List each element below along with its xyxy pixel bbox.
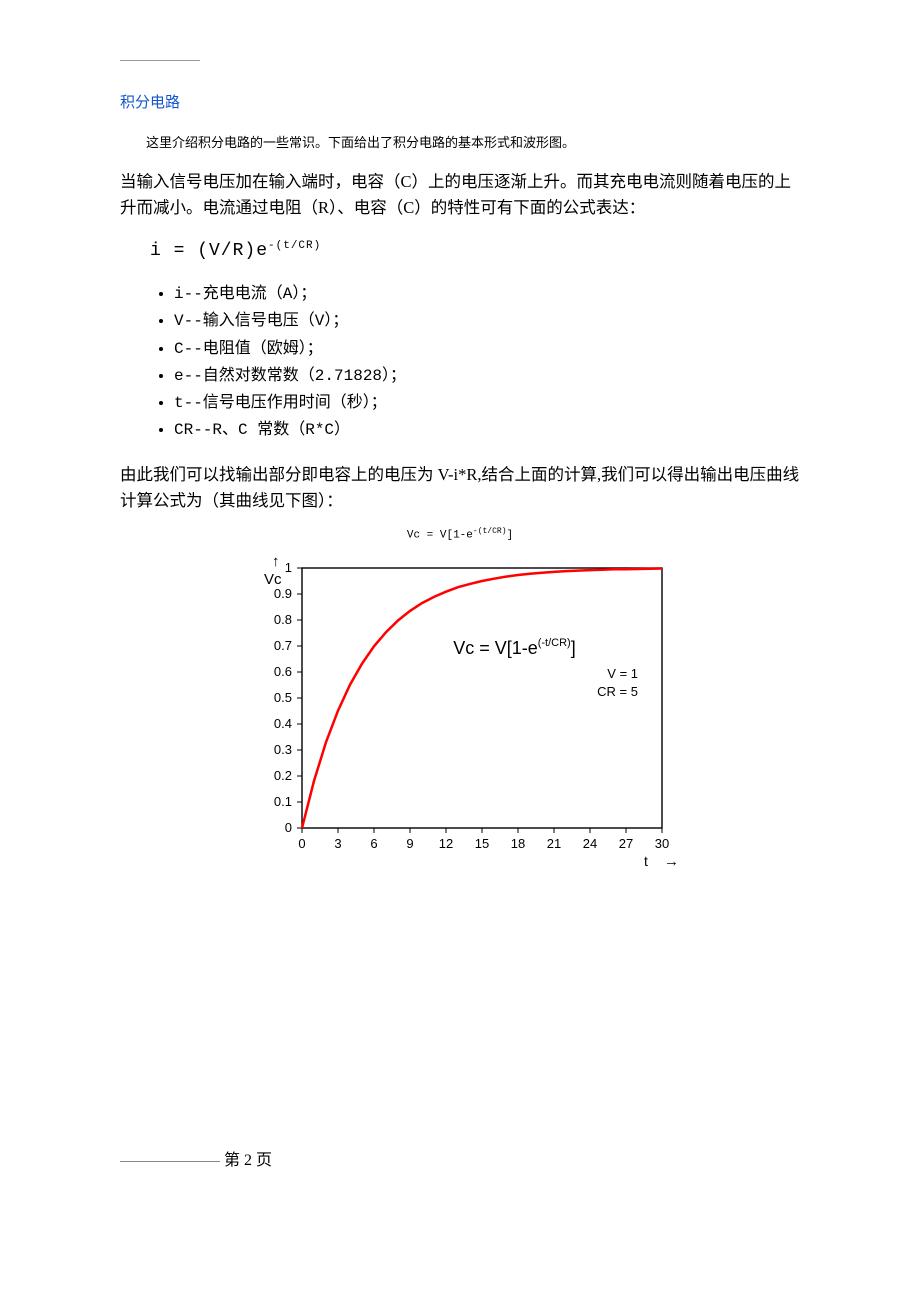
svg-text:Vc: Vc — [264, 571, 282, 588]
def-item: i--充电电流（A）； — [174, 281, 800, 308]
fig-caption-exp: -(t/CR) — [473, 527, 507, 536]
def-item: e--自然对数常数（2.71828）； — [174, 363, 800, 390]
svg-text:12: 12 — [439, 836, 453, 851]
svg-text:↑: ↑ — [272, 553, 280, 570]
def-item: CR--R、C 常数（R*C） — [174, 417, 800, 444]
svg-text:0.4: 0.4 — [274, 716, 292, 731]
svg-text:30: 30 — [655, 836, 669, 851]
intro-text: 这里介绍积分电路的一些常识。下面给出了积分电路的基本形式和波形图。 — [120, 132, 800, 151]
formula-1-main: i = (V/R)e — [150, 241, 268, 261]
svg-text:V = 1: V = 1 — [607, 666, 638, 681]
svg-text:0.3: 0.3 — [274, 742, 292, 757]
fig-caption-end: ] — [507, 530, 514, 542]
svg-text:0.9: 0.9 — [274, 586, 292, 601]
svg-text:0: 0 — [298, 836, 305, 851]
svg-text:3: 3 — [334, 836, 341, 851]
svg-text:0.1: 0.1 — [274, 794, 292, 809]
svg-text:t: t — [644, 853, 648, 869]
svg-text:0.2: 0.2 — [274, 768, 292, 783]
header-rule — [120, 60, 200, 61]
svg-text:Vc = V[1-e(-t/CR)]: Vc = V[1-e(-t/CR)] — [453, 637, 576, 658]
figure-caption: Vc = V[1-e-(t/CR)] — [120, 527, 800, 542]
def-item: t--信号电压作用时间（秒）； — [174, 390, 800, 417]
svg-text:1: 1 — [285, 560, 292, 575]
def-item: V--输入信号电压（V）； — [174, 308, 800, 335]
page-footer: 第 2 页 — [120, 1146, 272, 1170]
svg-text:0.8: 0.8 — [274, 612, 292, 627]
svg-text:CR = 5: CR = 5 — [597, 684, 638, 699]
svg-text:6: 6 — [370, 836, 377, 851]
svg-text:0.6: 0.6 — [274, 664, 292, 679]
fig-caption-main: Vc = V[1-e — [407, 530, 473, 542]
svg-text:9: 9 — [406, 836, 413, 851]
svg-text:0: 0 — [285, 820, 292, 835]
footer-label: 第 2 页 — [224, 1152, 272, 1169]
definitions-list: i--充电电流（A）； V--输入信号电压（V）； C--电阻值（欧姆）； e-… — [120, 281, 800, 444]
svg-text:0.5: 0.5 — [274, 690, 292, 705]
svg-text:0.7: 0.7 — [274, 638, 292, 653]
page-title: 积分电路 — [120, 91, 800, 112]
svg-text:21: 21 — [547, 836, 561, 851]
formula-1-exponent: -(t/CR) — [268, 240, 321, 252]
footer-rule — [120, 1161, 220, 1162]
svg-text:27: 27 — [619, 836, 633, 851]
svg-text:15: 15 — [475, 836, 489, 851]
formula-1: i = (V/R)e-(t/CR) — [150, 240, 800, 261]
paragraph-2: 由此我们可以找输出部分即电容上的电压为 V-i*R,结合上面的计算,我们可以得出… — [120, 462, 800, 513]
chart-svg: 1 0.9 0.8 0.7 0.6 0.5 0.4 0.3 0.2 0.1 00 3 6 9 12 15 18 2… — [230, 546, 690, 886]
paragraph-1: 当输入信号电压加在输入端时，电容（C）上的电压逐渐上升。而其充电电流则随着电压的… — [120, 169, 800, 220]
figure: Vc = V[1-e-(t/CR)] 1 0.9 0.8 0.7 0.6 0.5 0.4 0.… — [120, 527, 800, 886]
svg-text:→: → — [664, 853, 679, 870]
svg-text:24: 24 — [583, 836, 597, 851]
def-item: C--电阻值（欧姆）； — [174, 336, 800, 363]
svg-text:18: 18 — [511, 836, 525, 851]
